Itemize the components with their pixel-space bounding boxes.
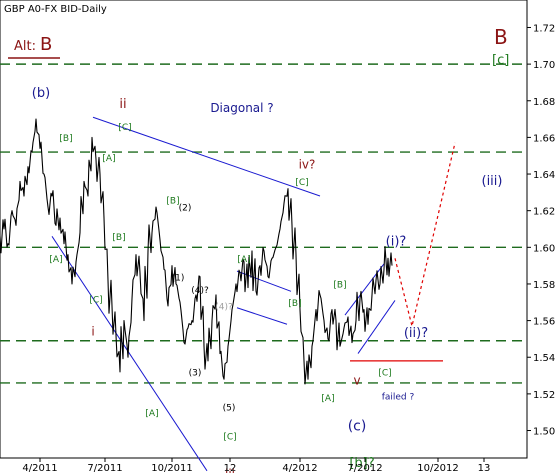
y-tick-label: 1.60 xyxy=(533,243,555,254)
y-tick-label: 1.64 xyxy=(533,170,555,181)
x-tick-label: 10/2011 xyxy=(151,463,193,473)
x-tick-label: 13 xyxy=(478,463,491,473)
wave-label: (3) xyxy=(189,369,202,379)
wave-label: [b]? xyxy=(349,456,374,471)
x-tick-label: 7/2012 xyxy=(347,463,382,473)
y-axis: 1.50 1.52 1.54 1.56 1.58 1.60 1.62 1.64 1.66 1.68… xyxy=(527,23,555,438)
y-tick-label: 1.68 xyxy=(533,97,555,108)
x-tick-label: 12 xyxy=(224,463,237,473)
x-tick-label: 4/2012 xyxy=(282,463,317,473)
y-tick-label: 1.56 xyxy=(533,317,555,328)
wave-label: [A] xyxy=(102,154,115,164)
wave-label: [B] xyxy=(333,281,346,291)
wave-label: (1) xyxy=(172,273,185,283)
wave-label: [C] xyxy=(223,433,236,443)
y-tick-label: 1.50 xyxy=(533,427,555,438)
x-axis: 4/2011 7/2011 10/2011 12 4/2012 7/2012 10/2012… xyxy=(22,458,490,473)
wave-label: [A] xyxy=(321,394,334,404)
trend-line xyxy=(236,307,288,325)
wave-label: (4)? xyxy=(191,286,209,296)
chart-title: GBP A0-FX BID-Daily xyxy=(4,4,107,15)
wave-label: (b) xyxy=(32,86,50,101)
plot-frame xyxy=(0,0,528,459)
wave-label: (iii) xyxy=(482,174,503,189)
y-tick-label: 1.62 xyxy=(533,207,555,218)
price-line xyxy=(0,118,393,385)
wave-label: (c) xyxy=(348,419,367,435)
trend-line xyxy=(51,236,208,472)
wave-label: [C] xyxy=(89,295,102,305)
wave-label: [B] xyxy=(112,233,125,243)
wave-labels: (b)ii[C][B][A]Diagonal ?iv?[C] (iii)[B](2… xyxy=(32,86,503,473)
price-series xyxy=(0,118,393,385)
wave-label: (i)? xyxy=(386,234,407,249)
trend-line xyxy=(357,300,396,354)
wave-label: (4)? xyxy=(215,303,233,313)
x-tick-label: 4/2011 xyxy=(22,463,57,473)
wave-label: failed ? xyxy=(382,392,415,402)
wave-label: [A] xyxy=(145,409,158,419)
y-tick-label: 1.72 xyxy=(533,23,555,34)
wave-label: (5) xyxy=(223,403,236,413)
y-tick-label: 1.66 xyxy=(533,133,555,144)
x-tick-label: 7/2011 xyxy=(87,463,122,473)
wave-label: [B] xyxy=(59,134,72,144)
wave-label: (ii)? xyxy=(404,326,428,341)
wave-label: [B] xyxy=(288,299,301,309)
corner-subwave-label: [c] xyxy=(492,53,509,68)
wave-label: iv? xyxy=(299,158,316,172)
corner-wave-label: B xyxy=(494,25,508,49)
alt-value: B xyxy=(40,34,52,55)
alt-label: Alt: xyxy=(14,39,36,54)
trend-lines xyxy=(51,116,396,472)
wave-label: (2) xyxy=(179,204,192,214)
wave-label: i xyxy=(91,324,94,338)
y-tick-label: 1.52 xyxy=(533,390,555,401)
y-tick-label: 1.58 xyxy=(533,280,555,291)
wave-label: v xyxy=(353,374,360,388)
wave-label: [C] xyxy=(378,369,391,379)
wave-label: [A] xyxy=(49,255,62,265)
x-tick-label: 10/2012 xyxy=(417,463,459,473)
wave-label: iii xyxy=(225,467,235,473)
wave-label: [A] xyxy=(237,255,250,265)
y-tick-label: 1.54 xyxy=(533,353,555,364)
wave-label: [C] xyxy=(295,178,308,188)
wave-label: [B] xyxy=(166,196,179,206)
alt-box: Alt: B xyxy=(8,34,60,59)
wave-label: Diagonal ? xyxy=(210,101,273,115)
y-tick-label: 1.70 xyxy=(533,60,555,71)
wave-label: [C] xyxy=(118,123,131,133)
wave-label: ii xyxy=(119,97,126,112)
trend-line xyxy=(92,116,321,197)
